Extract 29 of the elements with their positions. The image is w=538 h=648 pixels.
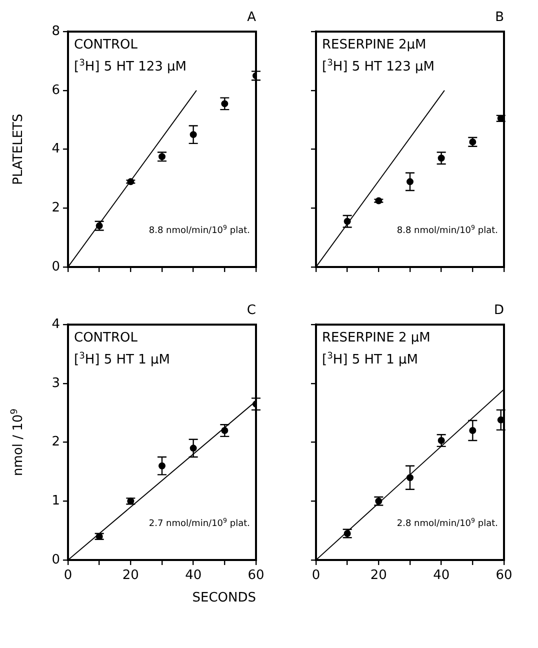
chart-title: D — [494, 303, 504, 318]
x-tick-label: 40 — [433, 568, 450, 584]
x-tick-label: 40 — [185, 568, 202, 584]
chart-title: A — [247, 10, 256, 26]
chart-title: C — [246, 303, 256, 318]
y-tick-label: 1 — [52, 494, 60, 509]
y-tick-label: 4 — [52, 316, 60, 332]
y-tick-label: 8 — [52, 24, 60, 39]
y-tick-label: 3 — [52, 376, 60, 391]
annotation: CONTROL — [74, 330, 138, 346]
x-tick-label: 0 — [64, 568, 72, 584]
y-tick-label: 4 — [52, 142, 60, 157]
chart-title: B — [495, 10, 504, 26]
y-tick-label: 0 — [52, 259, 60, 274]
y-tick-label: 0 — [52, 552, 60, 568]
x-tick-label: 20 — [122, 568, 139, 584]
annotation: RESERPINE 2 μM — [322, 330, 430, 346]
y-axis-title: PLATELETS — [11, 114, 26, 185]
x-tick-label: 60 — [248, 568, 264, 584]
x-tick-label: 20 — [370, 568, 387, 584]
y-tick-label: 6 — [52, 82, 60, 98]
y-tick-label: 2 — [52, 200, 60, 216]
x-tick-label: 60 — [496, 568, 512, 584]
annotation: RESERPINE 2μM — [322, 38, 426, 53]
y-tick-label: 2 — [52, 434, 60, 450]
y-axis-title: nmol / 109 — [10, 408, 26, 476]
x-axis-title: SECONDS — [192, 590, 256, 606]
x-tick-label: 0 — [312, 568, 320, 584]
annotation: CONTROL — [74, 38, 138, 53]
